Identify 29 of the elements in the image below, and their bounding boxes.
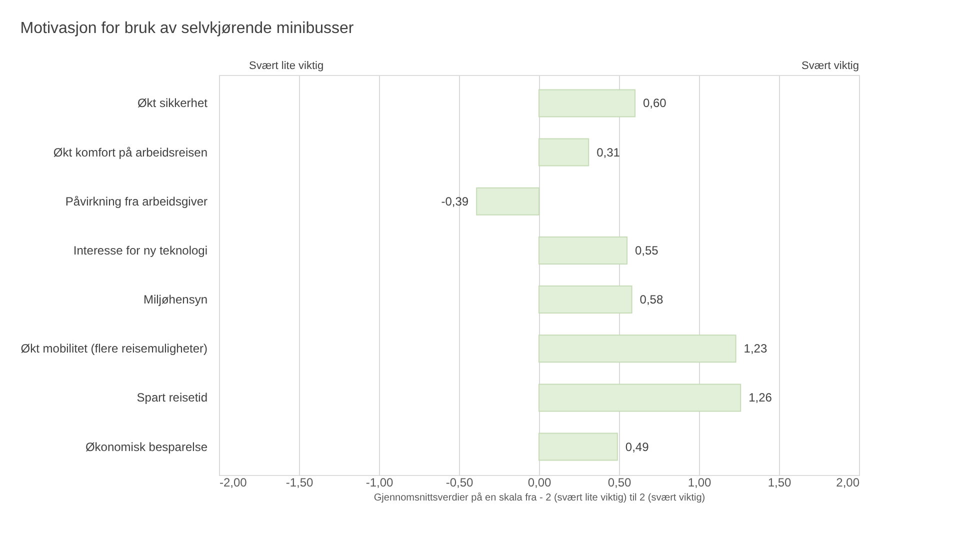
x-axis-title: Gjennomsnittsverdier på en skala fra - 2 (svært lite viktig) til 2 (svært viktig): [374, 492, 706, 504]
x-tick-label: 1,50: [768, 476, 792, 490]
data-label: 0,55: [635, 243, 659, 258]
x-tick-label: 0,00: [528, 476, 552, 490]
x-tick-label: -2,00: [220, 476, 248, 490]
data-label: 0,58: [640, 292, 664, 307]
x-tick-label: -0,50: [446, 476, 474, 490]
y-tick-label: Spart reisetid: [136, 390, 208, 405]
x-tick-label: -1,00: [366, 476, 394, 490]
x-tick-label: 2,00: [836, 476, 860, 490]
text: Svært viktig: [802, 60, 859, 72]
x-tick-label: 1,00: [688, 476, 712, 490]
y-tick-label: Miljøhensyn: [143, 292, 208, 307]
y-tick-label: Økt mobilitet (flere reisemuligheter): [20, 342, 208, 356]
chart-title: Motivasjon for bruk av selvkjørende minibusser: [20, 20, 354, 37]
text: Svært lite viktig: [249, 60, 324, 72]
data-label: 1,23: [744, 342, 768, 356]
x-tick-label: -1,50: [286, 476, 314, 490]
y-tick-label: Økt sikkerhet: [137, 96, 208, 110]
y-tick-label: Økt komfort på arbeidsreisen: [53, 145, 208, 160]
data-label: -0,39: [441, 194, 469, 208]
y-tick-label: Påvirkning fra arbeidsgiver: [65, 194, 208, 208]
y-tick-label: Interesse for ny teknologi: [73, 243, 208, 258]
data-label: 0,49: [625, 440, 650, 454]
data-label: 0,60: [643, 96, 667, 110]
x-tick-label: 0,50: [608, 476, 632, 490]
y-tick-label: Økonomisk besparelse: [85, 440, 208, 454]
data-label: 0,31: [596, 145, 620, 160]
data-label: 1,26: [748, 390, 772, 405]
